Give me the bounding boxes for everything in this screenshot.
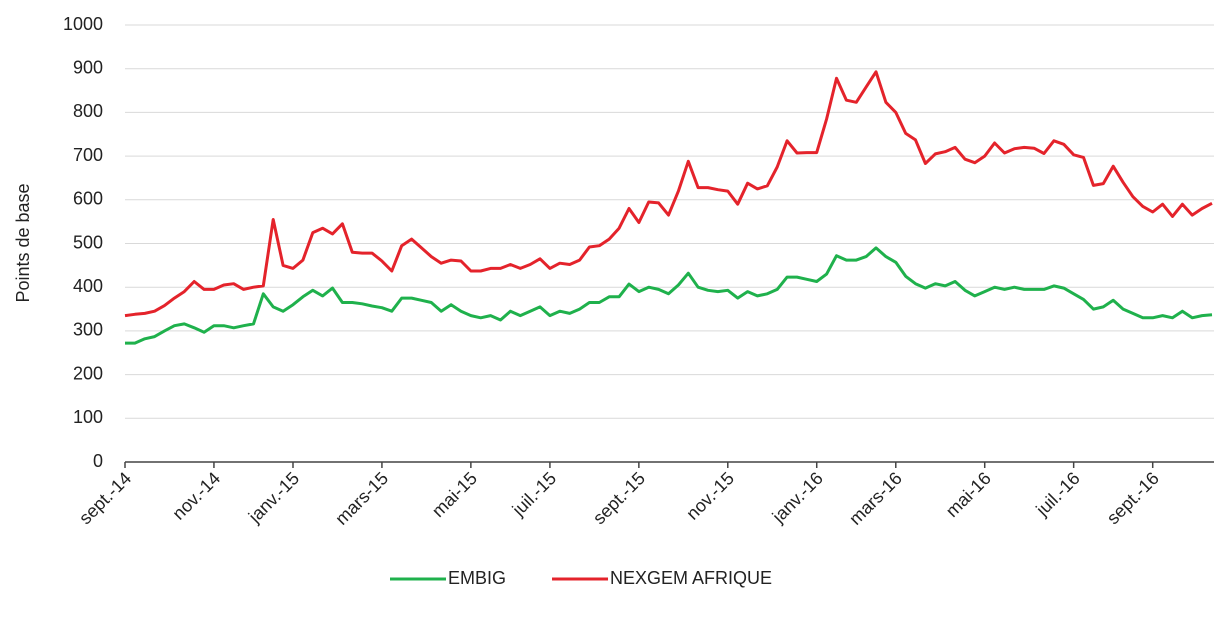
x-tick-label: sept.-14: [75, 468, 135, 528]
y-tick-label: 900: [73, 57, 103, 77]
x-tick-label: juil.-16: [1031, 468, 1083, 520]
x-tick-label: mai-16: [942, 468, 995, 521]
x-tick-label: janv.-16: [768, 468, 827, 527]
y-tick-label: 400: [73, 276, 103, 296]
y-tick-label: 700: [73, 145, 103, 165]
y-tick-label: 500: [73, 232, 103, 252]
x-tick-label: mars-16: [845, 468, 906, 529]
y-tick-label: 800: [73, 101, 103, 121]
x-tick-label: juil.-15: [508, 468, 560, 520]
y-tick-label: 600: [73, 189, 103, 209]
x-tick-label: sept.-16: [1103, 468, 1163, 528]
x-tick-label: nov.-15: [682, 468, 738, 524]
legend-label: EMBIG: [448, 568, 506, 588]
legend-label: NEXGEM AFRIQUE: [610, 568, 772, 588]
y-tick-label: 200: [73, 363, 103, 383]
y-tick-label: 0: [93, 451, 103, 471]
y-axis-label: Points de base: [13, 183, 33, 302]
line-series: [125, 246, 1213, 345]
line-series: [124, 70, 1213, 318]
y-tick-label: 300: [73, 320, 103, 340]
x-tick-label: mai-15: [428, 468, 481, 521]
x-tick-label: janv.-15: [244, 468, 303, 527]
x-tick-label: nov.-14: [168, 468, 224, 524]
y-tick-label: 100: [73, 407, 103, 427]
x-tick-label: sept.-15: [589, 468, 649, 528]
x-tick-label: mars-15: [331, 468, 392, 529]
y-tick-label: 1000: [63, 14, 103, 34]
